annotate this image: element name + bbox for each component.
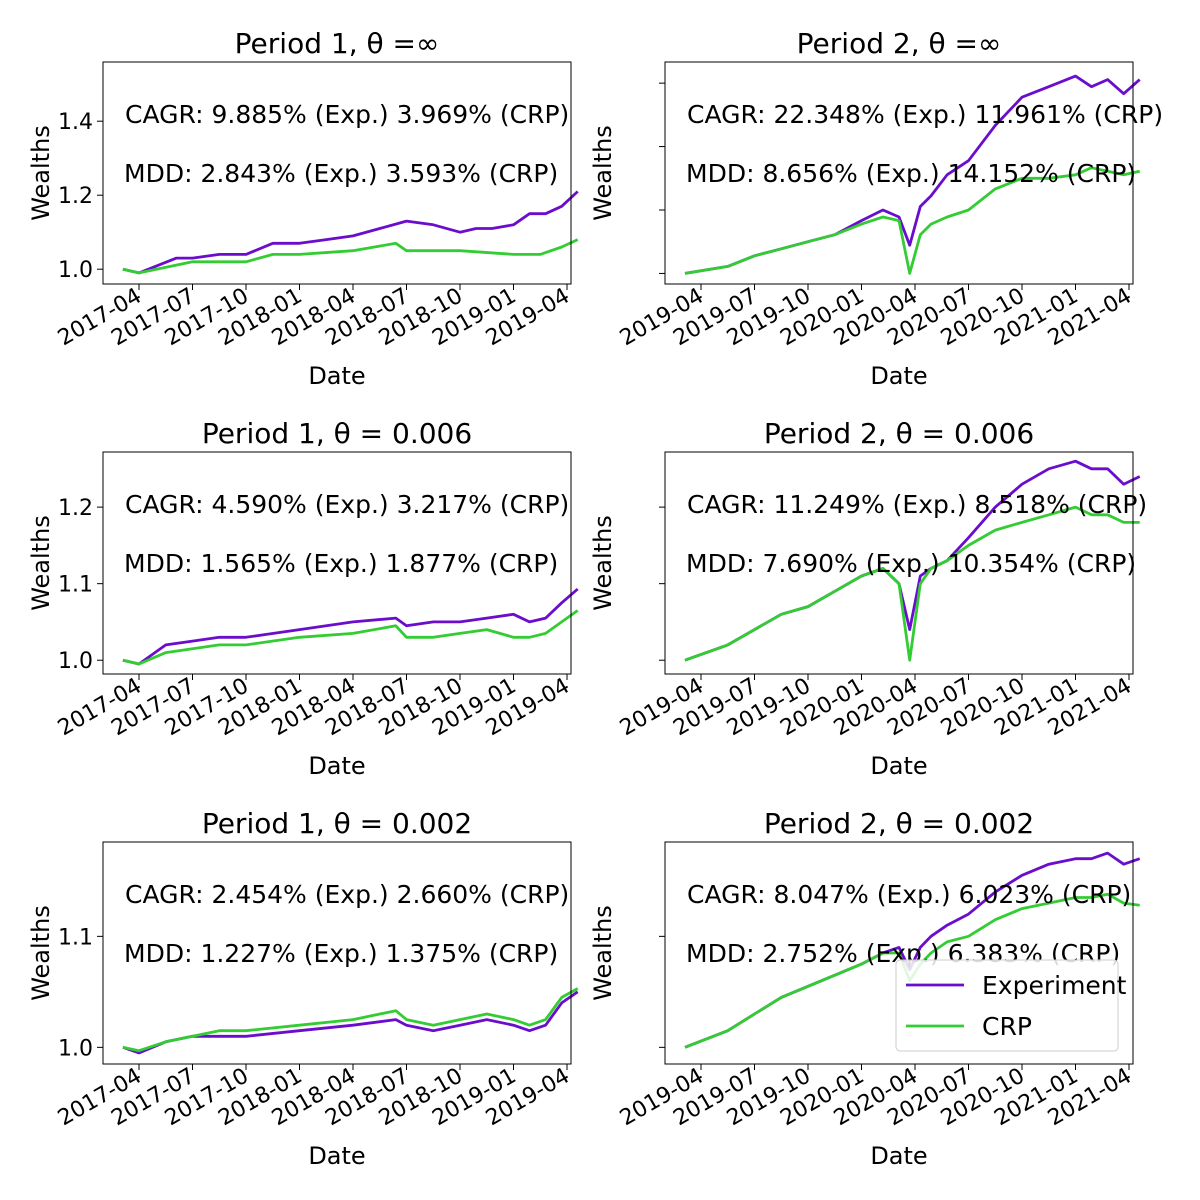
subplot-1: Period 1, θ =∞1.01.21.42017-042017-07201… [27, 27, 579, 390]
cagr-annotation: CAGR: 11.249% (Exp.) 8.518% (CRP) [687, 490, 1147, 519]
mdd-annotation: MDD: 7.690% (Exp.) 10.354% (CRP) [686, 549, 1136, 578]
y-axis-label: Wealths [589, 515, 617, 611]
y-tick-label: 1.2 [58, 184, 93, 209]
legend-label-experiment: Experiment [982, 971, 1127, 1000]
series-line-experiment [122, 190, 579, 275]
cagr-annotation: CAGR: 9.885% (Exp.) 3.969% (CRP) [125, 100, 569, 129]
series-line-crp [122, 609, 579, 666]
y-tick-label: 1.4 [58, 110, 93, 135]
x-axis-label: Date [870, 1142, 927, 1170]
subplot-title: Period 2, θ = 0.006 [764, 417, 1034, 450]
series-line-crp [684, 505, 1140, 662]
plot-frame [102, 451, 572, 675]
series-line-experiment [122, 990, 579, 1055]
subplot-6: Period 2, θ = 0.0022019-042019-072019-10… [589, 807, 1141, 1170]
cagr-annotation: CAGR: 2.454% (Exp.) 2.660% (CRP) [125, 880, 569, 909]
x-axis-label: Date [308, 362, 365, 390]
x-axis-label: Date [308, 752, 365, 780]
x-axis-label: Date [870, 752, 927, 780]
series-line-crp [684, 166, 1141, 275]
plot-frame [664, 451, 1134, 675]
plot-frame [102, 61, 572, 285]
cagr-annotation: CAGR: 22.348% (Exp.) 11.961% (CRP) [687, 100, 1163, 129]
mdd-annotation: MDD: 1.565% (Exp.) 1.877% (CRP) [124, 549, 558, 578]
legend: Experiment CRP [895, 959, 1127, 1052]
mdd-annotation: MDD: 1.227% (Exp.) 1.375% (CRP) [124, 939, 558, 968]
y-tick-label: 1.1 [58, 573, 93, 598]
y-tick-label: 1.0 [58, 258, 93, 283]
subplot-title: Period 2, θ = 0.002 [764, 807, 1034, 840]
subplot-4: Period 2, θ = 0.0062019-042019-072019-10… [589, 417, 1147, 780]
subplot-title: Period 2, θ =∞ [797, 27, 1002, 60]
mdd-annotation: MDD: 2.843% (Exp.) 3.593% (CRP) [124, 159, 558, 188]
subplot-3: Period 1, θ = 0.0061.01.11.22017-042017-… [27, 417, 579, 780]
y-tick-label: 1.0 [58, 649, 93, 674]
plot-frame [664, 841, 1134, 1065]
y-axis-label: Wealths [27, 125, 55, 221]
plot-frame [664, 61, 1134, 285]
legend-label-crp: CRP [982, 1012, 1032, 1041]
cagr-annotation: CAGR: 8.047% (Exp.) 6.023% (CRP) [687, 880, 1131, 909]
y-axis-label: Wealths [589, 125, 617, 221]
y-axis-label: Wealths [589, 905, 617, 1001]
y-tick-label: 1.1 [58, 925, 93, 950]
cagr-annotation: CAGR: 4.590% (Exp.) 3.217% (CRP) [125, 490, 569, 519]
subplot-title: Period 1, θ =∞ [235, 27, 440, 60]
plot-frame [102, 841, 572, 1065]
y-axis-label: Wealths [27, 905, 55, 1001]
series-line-crp [122, 987, 579, 1053]
y-tick-label: 1.0 [58, 1036, 93, 1061]
subplot-title: Period 1, θ = 0.006 [202, 417, 472, 450]
mdd-annotation: MDD: 8.656% (Exp.) 14.152% (CRP) [686, 159, 1136, 188]
series-line-crp [684, 892, 1140, 1049]
y-tick-label: 1.2 [58, 496, 93, 521]
subplot-5: Period 1, θ = 0.0021.01.12017-042017-072… [27, 807, 579, 1170]
legend-box [895, 959, 1119, 1052]
series-line-experiment [122, 587, 579, 666]
y-axis-label: Wealths [27, 515, 55, 611]
x-axis-label: Date [870, 362, 927, 390]
x-axis-label: Date [308, 1142, 365, 1170]
subplot-2: Period 2, θ =∞2019-042019-072019-102020-… [589, 27, 1163, 390]
subplot-title: Period 1, θ = 0.002 [202, 807, 472, 840]
series-line-crp [122, 238, 579, 275]
